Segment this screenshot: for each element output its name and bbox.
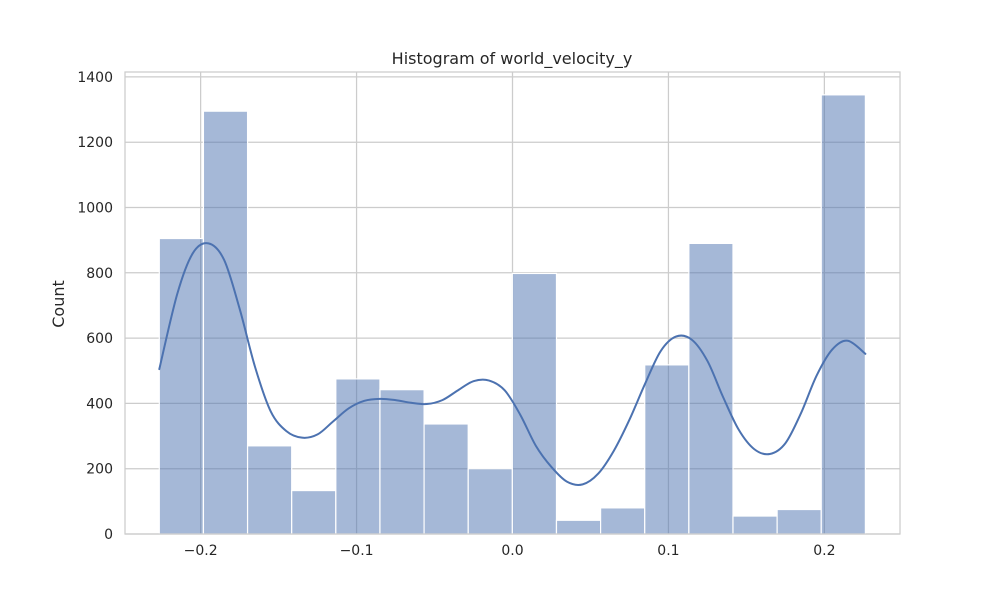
x-tick-label: 0.1 bbox=[657, 543, 679, 559]
histogram-bar bbox=[423, 423, 469, 535]
histogram-bars bbox=[158, 94, 866, 535]
y-axis-title: Count bbox=[49, 280, 68, 328]
y-tick-label: 1400 bbox=[77, 70, 113, 86]
histogram-bar bbox=[555, 519, 602, 535]
histogram-bar bbox=[688, 242, 734, 535]
x-tick-label: 0.0 bbox=[501, 543, 523, 559]
kde-curve-group bbox=[158, 242, 867, 486]
x-tick-labels: −0.2 −0.1 0.0 0.1 0.2 bbox=[184, 543, 836, 559]
x-tick-label: 0.2 bbox=[813, 543, 835, 559]
histogram-bar bbox=[511, 272, 558, 535]
histogram-bar bbox=[644, 364, 690, 535]
y-tick-label: 1200 bbox=[77, 135, 113, 151]
histogram-bar bbox=[246, 445, 293, 535]
histogram-bar bbox=[335, 378, 381, 535]
histogram-bar bbox=[600, 507, 646, 535]
histogram-bar bbox=[820, 94, 866, 535]
histogram-bar bbox=[291, 489, 337, 535]
y-tick-label: 0 bbox=[104, 527, 113, 543]
y-tick-label: 1000 bbox=[77, 200, 113, 216]
y-tick-labels: 0 200 400 600 800 1000 1200 1400 bbox=[77, 70, 113, 543]
y-tick-label: 800 bbox=[86, 266, 113, 282]
y-tick-label: 600 bbox=[86, 331, 113, 347]
x-tick-label: −0.1 bbox=[340, 543, 374, 559]
y-tick-label: 400 bbox=[86, 396, 113, 412]
axes-frame bbox=[124, 71, 901, 535]
kde-curve bbox=[158, 242, 867, 486]
histogram-bar bbox=[732, 515, 778, 535]
histogram-bar bbox=[379, 389, 425, 535]
histogram-bar bbox=[467, 468, 513, 535]
histogram-bar bbox=[202, 110, 249, 535]
histogram-bar bbox=[776, 508, 822, 535]
y-tick-label: 200 bbox=[86, 462, 113, 478]
chart-title: Histogram of world_velocity_y bbox=[392, 49, 633, 69]
x-tick-label: −0.2 bbox=[184, 543, 218, 559]
